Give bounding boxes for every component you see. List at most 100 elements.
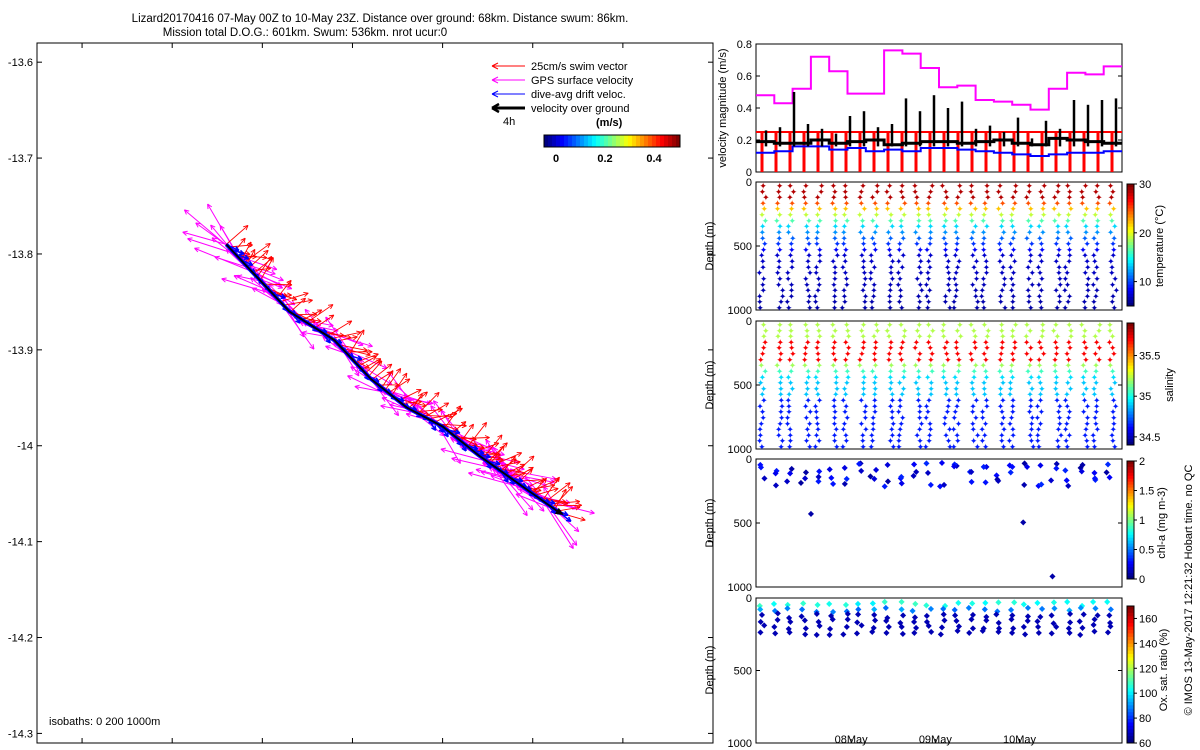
profile-point: ✦ [758,251,766,261]
profile-point: ✦ [945,257,953,267]
profile-point: ✦ [972,343,980,353]
profile-point: ✦ [873,222,881,232]
profile-point: ✦ [861,303,869,313]
profile-point: ✦ [1064,361,1072,371]
profile-point: ✦ [830,396,838,406]
profile-point: ✦ [830,343,838,353]
profile-point: ✦ [981,320,989,330]
profile-point: ✦ [759,390,767,400]
profile-point: ✦ [841,187,849,197]
profile-point: ✦ [980,280,988,290]
profile-point: ✦ [788,257,796,267]
profile-point: ✦ [1091,372,1099,382]
profile-point: ✦ [1106,320,1114,330]
profile-point: ✦ [900,251,908,261]
profile-point: ✦ [816,245,824,255]
swim-arrow [256,256,273,278]
oxygen-point: ◆ [1008,615,1015,624]
profile-point: ✦ [1026,326,1034,336]
drift-arrow-head [431,425,437,431]
profile-point: ✦ [1082,425,1090,435]
profile-point: ✦ [786,181,794,191]
swim-arrow-head [396,368,402,374]
profile-point: ✦ [1081,251,1089,261]
map-ytick-label: -14.1 [8,537,33,549]
profile-point: ✦ [776,320,784,330]
profile-point: ✦ [1008,413,1016,423]
gps-arrow-head [350,366,356,372]
chla-outlier: ◆ [808,509,815,518]
profile-point: ✦ [806,268,814,278]
oxygen-point: ◆ [970,610,977,619]
profile-point: ✦ [814,425,822,435]
colorbar-cell [1127,281,1134,286]
colorbar-cell [1127,344,1134,348]
profile-point: ✦ [925,337,933,347]
profile-point: ✦ [813,413,821,423]
profile-point: ✦ [942,216,950,226]
profile-point: ✦ [970,262,978,272]
profile-point: ✦ [860,320,868,330]
profile-point: ✦ [812,268,820,278]
profile-point: ✦ [867,251,875,261]
profile-point: ✦ [925,274,933,284]
chla-point: ◆ [899,478,906,487]
map-ytick-label: -13.7 [8,153,33,165]
ytick-label: 0 [746,593,752,605]
oxygen-point: ◆ [758,617,765,626]
profile-point: ✦ [1011,257,1019,267]
profile-point: ✦ [870,291,878,301]
profile-point: ✦ [1006,436,1014,446]
profile-point: ✦ [861,204,869,214]
profile-point: ✦ [869,366,877,376]
profile-point: ✦ [788,198,796,208]
profile-point: ✦ [955,396,963,406]
colorbar-cell [1127,640,1134,645]
profile-point: ✦ [940,366,948,376]
profile-point: ✦ [1110,413,1118,423]
profile-point: ✦ [831,297,839,307]
oxygen-point: ◆ [941,615,948,624]
profile-point: ✦ [886,291,894,301]
colorbar-cell [1127,341,1134,345]
profile-point: ✦ [858,198,866,208]
profile-point: ✦ [778,401,786,411]
profile-point: ✦ [840,233,848,243]
colorbar-cell [1127,377,1134,382]
profile-point: ✦ [999,198,1007,208]
profile-point: ✦ [859,343,867,353]
profile-point: ✦ [790,187,798,197]
colorbar-cell [1127,441,1134,446]
profile-point: ✦ [1054,181,1062,191]
profile-point: ✦ [942,187,950,197]
colorbar-cell [1127,684,1134,689]
profile-point: ✦ [843,436,851,446]
colorbar-cell [1127,387,1134,391]
colorbar-cell [1127,472,1134,477]
profile-point: ✦ [773,216,781,226]
profile-point: ✦ [1092,361,1100,371]
profile-point: ✦ [779,291,787,301]
colorbar-frame [1126,322,1135,446]
profile-point: ✦ [1084,401,1092,411]
profile-point: ✦ [973,396,981,406]
profile-point: ✦ [969,227,977,237]
profile-point: ✦ [856,361,864,371]
profile-point: ✦ [760,274,768,284]
profile-point: ✦ [940,372,948,382]
colorbar-cell [1127,576,1134,580]
gps-arrow-head [207,203,213,210]
gps-arrow-head [515,493,521,499]
profile-point: ✦ [803,222,811,232]
oxygen-point: ◆ [900,610,907,619]
profile-point: ✦ [1055,425,1063,435]
profile-point: ✦ [760,320,768,330]
profile-point: ✦ [998,430,1006,440]
profile-point: ✦ [952,227,960,237]
profile-point: ✦ [925,396,933,406]
colorbar-cell [1127,374,1134,379]
profile-point: ✦ [869,419,877,429]
profile-point: ✦ [888,413,896,423]
chla-point: ◆ [842,479,849,488]
